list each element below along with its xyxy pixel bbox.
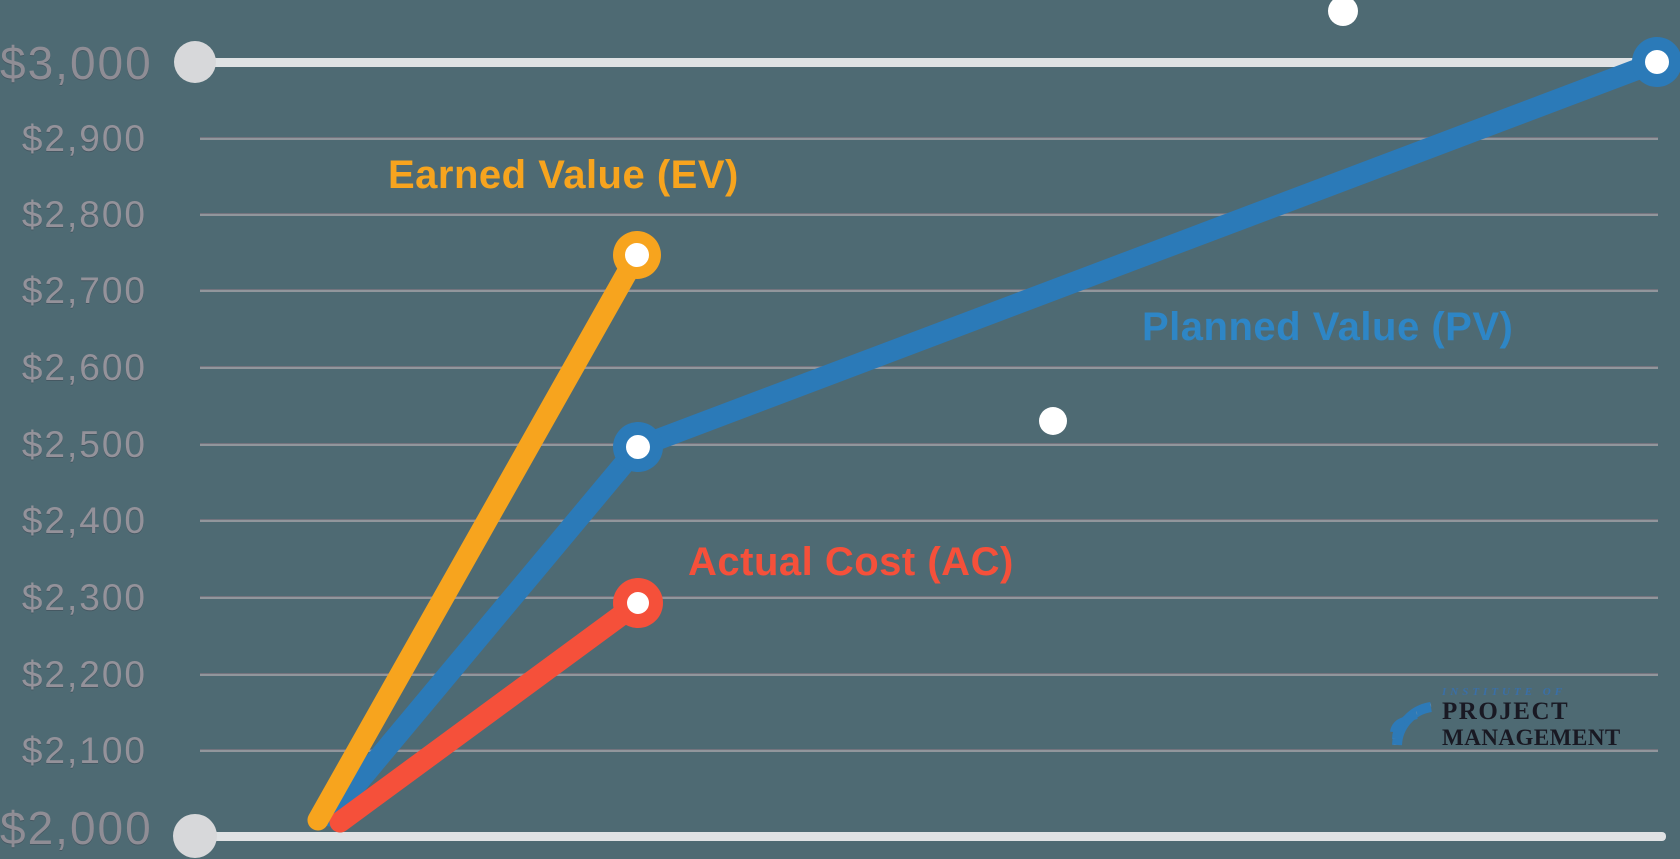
floating-dot-middle xyxy=(1039,407,1067,435)
ytick-2600: $2,600 xyxy=(21,347,147,388)
ac-line xyxy=(329,592,649,833)
ytick-2200: $2,200 xyxy=(21,654,147,695)
ytick-2000: $2,000 xyxy=(0,802,153,854)
logo-management-text: MANAGEMENT xyxy=(1442,725,1621,750)
institute-of-project-management-logo: INSTITUTE OF PROJECT MANAGEMENT xyxy=(1385,683,1630,751)
ytick-2700: $2,700 xyxy=(21,270,147,311)
ytick-2800: $2,800 xyxy=(21,194,147,235)
logo-project-text: PROJECT xyxy=(1442,698,1570,725)
axis-line-2000 xyxy=(195,832,1666,841)
ytick-2100: $2,100 xyxy=(21,730,147,771)
pv-end-marker-center xyxy=(1645,50,1669,74)
ytick-2400: $2,400 xyxy=(21,500,147,541)
ytick-3000: $3,000 xyxy=(0,37,153,89)
gridline-2900 xyxy=(200,138,1658,140)
ev-line xyxy=(307,244,648,831)
gridline-2200 xyxy=(200,674,1658,676)
gridline-2700 xyxy=(200,290,1658,292)
ytick-2500: $2,500 xyxy=(21,424,147,465)
ytick-2300: $2,300 xyxy=(21,577,147,618)
ac-series-label: Actual Cost (AC) xyxy=(688,540,1014,584)
ytick-2900: $2,900 xyxy=(21,118,147,159)
gridline-2100 xyxy=(200,750,1658,752)
ac-end-marker-center xyxy=(627,592,649,614)
logo-institute-of-text: INSTITUTE OF xyxy=(1442,686,1567,698)
gridline-2500 xyxy=(200,444,1658,446)
axis-line-3000 xyxy=(195,58,1642,67)
pv-series-label: Planned Value (PV) xyxy=(1142,305,1514,349)
gridline-2300 xyxy=(200,597,1658,599)
ev-series-label: Earned Value (EV) xyxy=(388,153,739,197)
logo-swoosh-icon xyxy=(1390,702,1433,746)
ev-end-marker-center xyxy=(625,243,649,267)
pv-midpoint-marker-center xyxy=(626,435,650,459)
axis-endpoint-dot-top xyxy=(174,41,216,83)
gridline-2800 xyxy=(200,214,1658,216)
axis-endpoint-dot-bottom xyxy=(173,814,217,858)
gridline-2400 xyxy=(200,520,1658,522)
gridline-2600 xyxy=(200,367,1658,369)
floating-dot-top xyxy=(1328,0,1358,26)
